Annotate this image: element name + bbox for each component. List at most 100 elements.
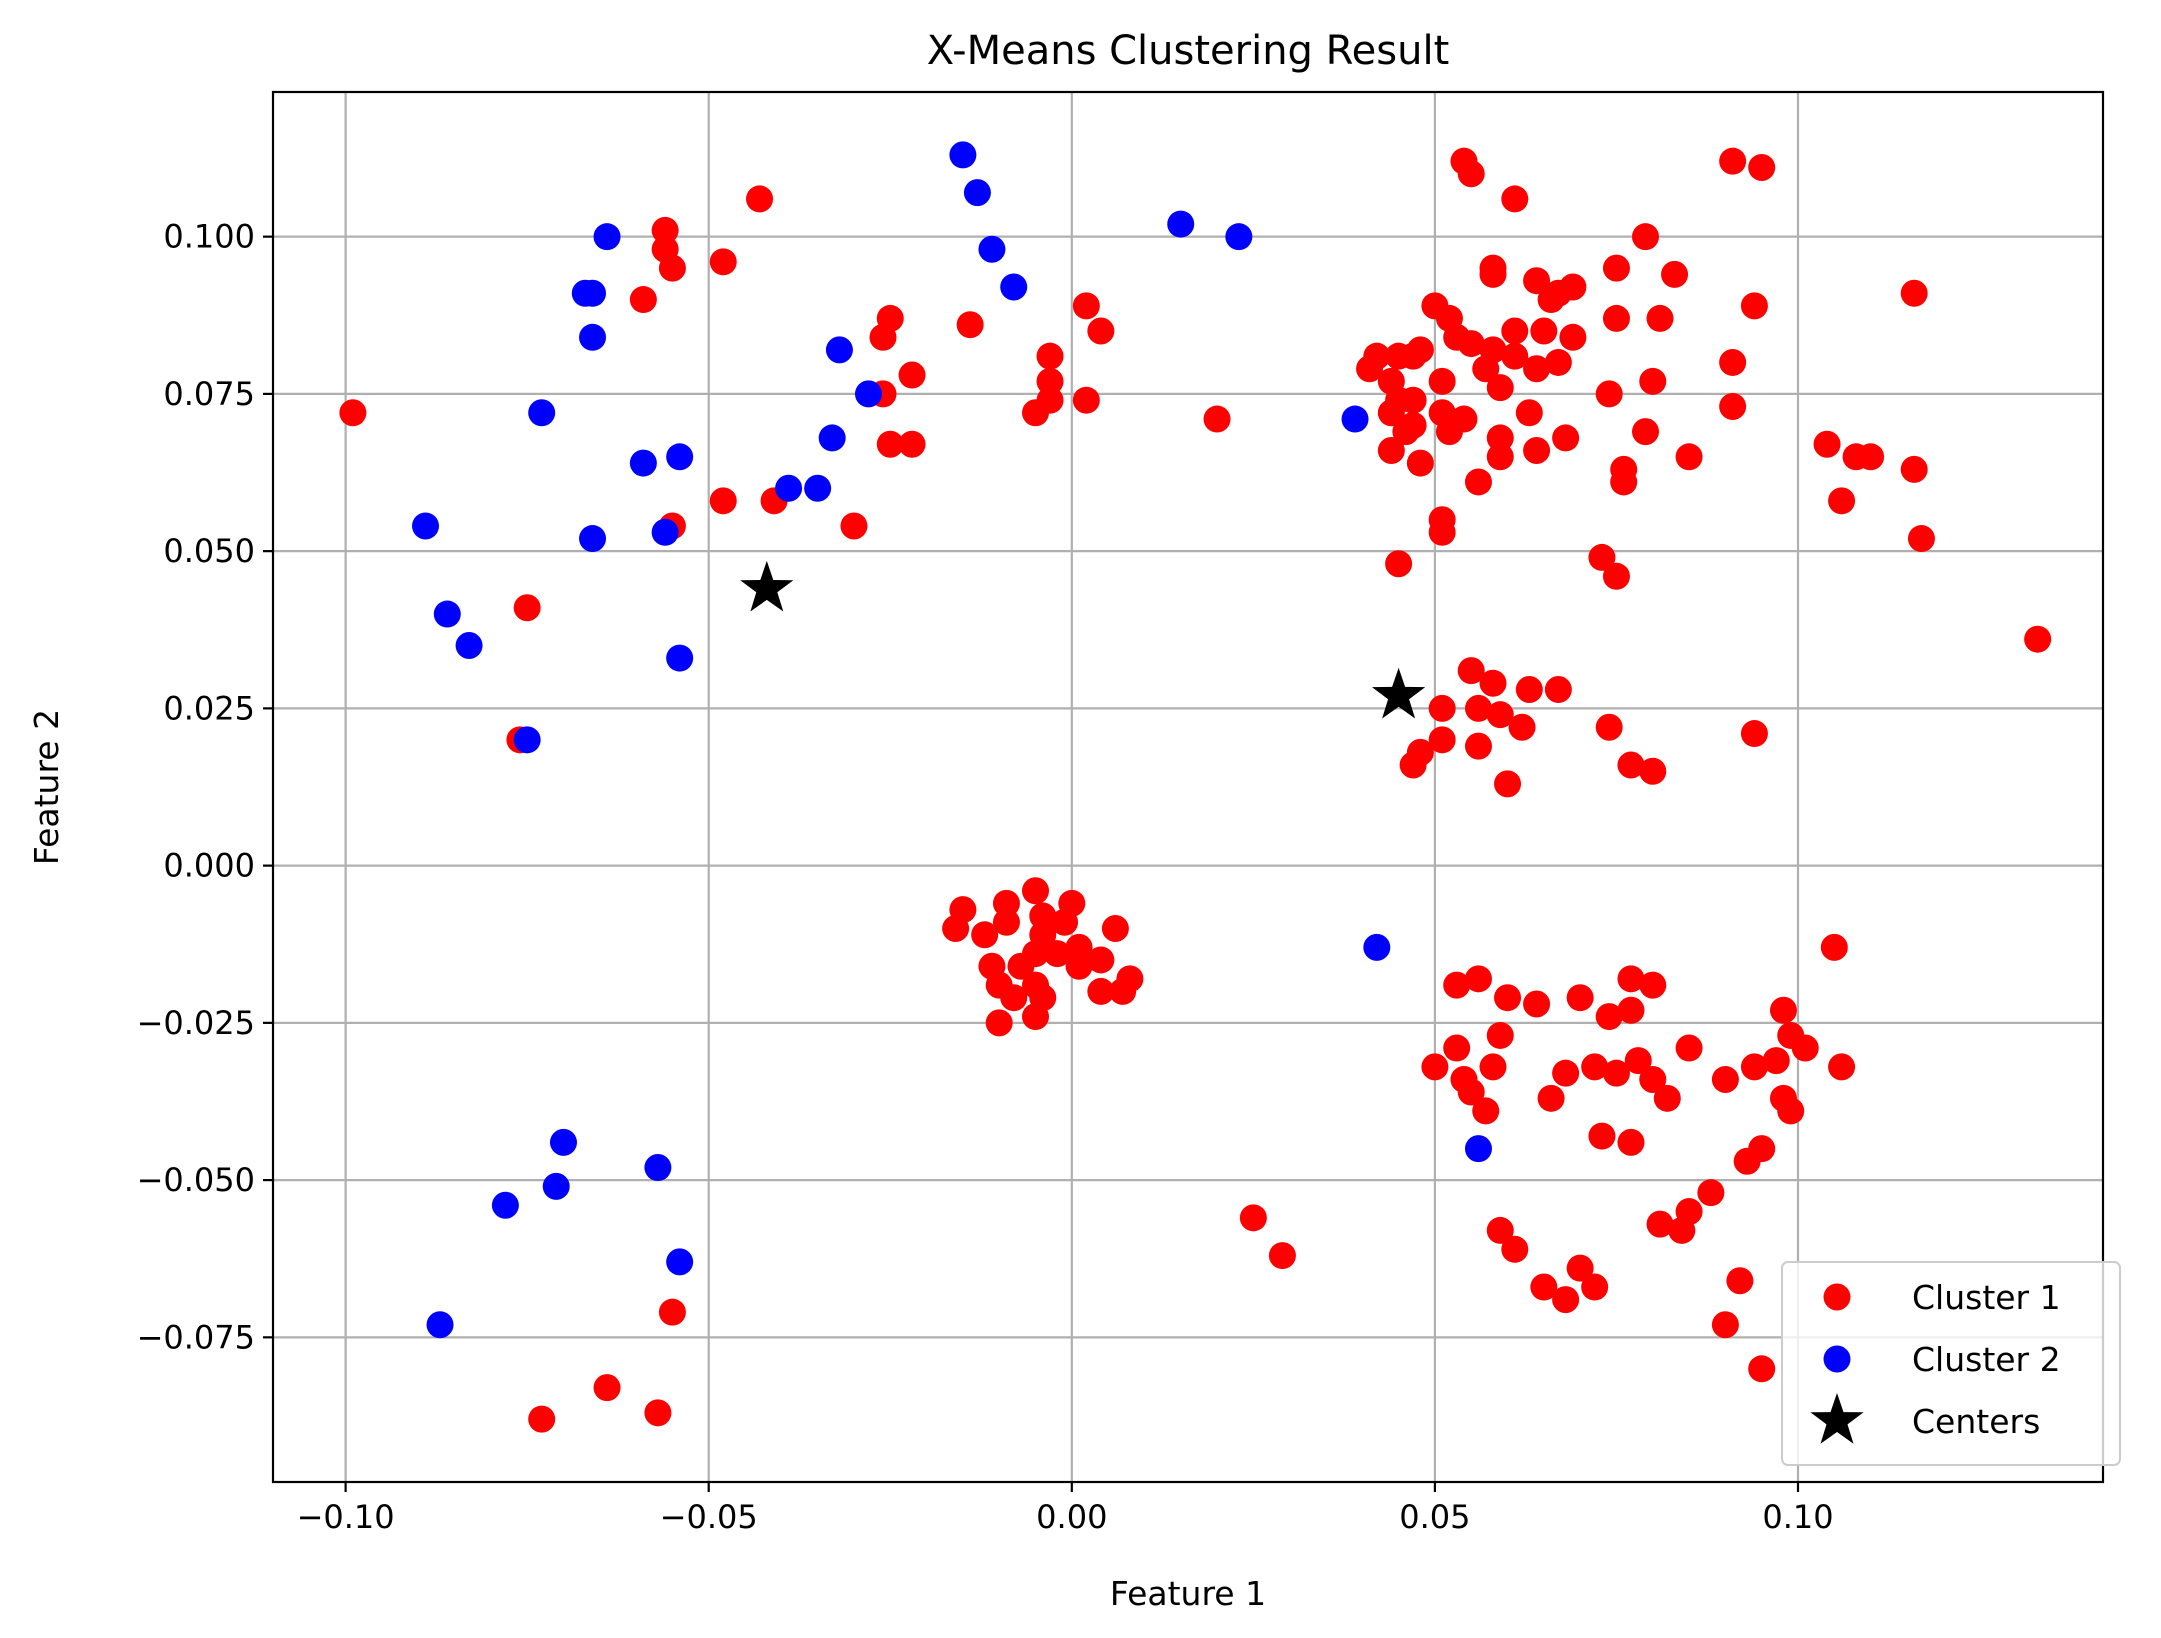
- cluster-2-point: [963, 179, 991, 207]
- cluster-1-point: [1377, 437, 1405, 465]
- cluster-1-point: [1486, 1216, 1514, 1244]
- data-points: [339, 141, 2052, 1433]
- cluster-1-point: [1748, 153, 1776, 181]
- cluster-1-point: [1087, 317, 1115, 345]
- cluster-2-point: [818, 424, 846, 452]
- cluster-1-point: [1610, 468, 1638, 496]
- cluster-1-point: [1646, 304, 1674, 332]
- x-tick-label: 0.05: [1399, 1498, 1470, 1536]
- cluster-1-point: [1617, 996, 1645, 1024]
- cluster-2-point: [455, 631, 483, 659]
- cluster-2-point: [549, 1128, 577, 1156]
- cluster-1-point: [1697, 1179, 1725, 1207]
- cluster-1-point: [1116, 965, 1144, 993]
- cluster-1-point: [1239, 1204, 1267, 1232]
- cluster-1-point: [1000, 984, 1028, 1012]
- cluster-1-point: [1726, 1267, 1754, 1295]
- cluster-2-point: [579, 279, 607, 307]
- cluster-1-point: [513, 594, 541, 622]
- cluster-1-point: [1639, 1065, 1667, 1093]
- cluster-1-point: [1639, 757, 1667, 785]
- cluster-1-point: [1268, 1242, 1296, 1270]
- legend-centers-label: Centers: [1912, 1402, 2040, 1441]
- cluster-1-point: [1544, 348, 1572, 376]
- cluster-1-point: [1523, 437, 1551, 465]
- cluster-1-point: [1399, 411, 1427, 439]
- cluster-1-point: [1719, 147, 1747, 175]
- cluster-1-point: [1769, 996, 1797, 1024]
- cluster-2-point: [651, 518, 679, 546]
- cluster-1-point: [1523, 990, 1551, 1018]
- cluster-1-point: [1203, 405, 1231, 433]
- cluster-1-point: [1406, 449, 1434, 477]
- legend: Cluster 1 Cluster 2 Centers: [1781, 1261, 2121, 1466]
- cluster-2-point: [825, 336, 853, 364]
- cluster-1-point: [1828, 1053, 1856, 1081]
- cluster-1-point: [1501, 317, 1529, 345]
- cluster-1-point: [1813, 430, 1841, 458]
- legend-centers-swatch: [1810, 1393, 1864, 1444]
- cluster-1-point: [1464, 468, 1492, 496]
- cluster-2-point: [629, 449, 657, 477]
- cluster-1-point: [1065, 933, 1093, 961]
- cluster-1-point: [709, 487, 737, 515]
- cluster-1-point: [1479, 1053, 1507, 1081]
- cluster-1-point: [992, 889, 1020, 917]
- x-tick-label: −0.05: [660, 1498, 758, 1536]
- cluster-1-point: [1719, 392, 1747, 420]
- cluster-1-point: [339, 399, 367, 427]
- cluster-2-point: [804, 474, 832, 502]
- cluster-1-point: [2024, 625, 2052, 653]
- cluster-1-point: [1559, 273, 1587, 301]
- cluster-1-point: [869, 323, 897, 351]
- x-tick-label: 0.00: [1036, 1498, 1107, 1536]
- cluster-1-point: [992, 908, 1020, 936]
- cluster-1-point: [1501, 1235, 1529, 1263]
- cluster-1-point: [1399, 751, 1427, 779]
- cluster-1-point: [1740, 1053, 1768, 1081]
- cluster-1-point: [876, 430, 904, 458]
- cluster-1-point: [1632, 418, 1659, 446]
- cluster-1-point: [1828, 487, 1856, 515]
- cluster-1-point: [1363, 342, 1391, 370]
- cluster-1-point: [1544, 676, 1572, 704]
- x-tick-label: −0.10: [297, 1498, 395, 1536]
- cluster-1-point: [1907, 525, 1935, 553]
- cluster-1-point: [985, 1009, 1013, 1037]
- cluster-1-point: [1900, 455, 1928, 483]
- cluster-1-point: [1711, 1065, 1739, 1093]
- cluster-1-point: [629, 286, 657, 314]
- cluster-1-point: [1900, 279, 1928, 307]
- y-tick-label: −0.025: [137, 1004, 255, 1042]
- cluster-1-point: [1552, 1286, 1580, 1314]
- cluster-1-point: [1523, 267, 1551, 295]
- ticks: −0.10 −0.05 0.00 0.05 0.10 −0.075 −0.050 −0.025…: [137, 218, 1834, 1536]
- cluster-2-point: [1363, 933, 1391, 961]
- cluster-2-point: [666, 443, 694, 471]
- cluster-1-point: [1406, 336, 1434, 364]
- y-tick-label: 0.050: [163, 532, 255, 570]
- legend-cluster-1-label: Cluster 1: [1912, 1278, 2061, 1317]
- cluster-1-point: [1740, 292, 1768, 320]
- cluster-2-point: [666, 1248, 694, 1276]
- cluster-1-point: [1552, 1059, 1580, 1087]
- cluster-1-point: [1733, 1147, 1761, 1175]
- cluster-1-point: [1472, 355, 1500, 383]
- cluster-1-point: [1101, 915, 1129, 943]
- cluster-1-point: [1428, 726, 1456, 754]
- cluster-2-point: [1464, 1135, 1492, 1163]
- cluster-1-point: [898, 361, 926, 389]
- cluster-2-point: [513, 726, 541, 754]
- cluster-1-point: [1719, 348, 1747, 376]
- cluster-1-point: [1791, 1034, 1819, 1062]
- cluster-2-point: [412, 512, 439, 540]
- cluster-1-point: [1675, 443, 1703, 471]
- cluster-1-point: [1530, 1273, 1558, 1301]
- cluster-1-point: [1486, 701, 1514, 729]
- cluster-1-point: [1486, 1021, 1514, 1049]
- cluster-2-point: [1000, 273, 1028, 301]
- cluster-2-point: [854, 380, 882, 408]
- cluster-1-point: [1065, 952, 1093, 980]
- cluster-1-point: [1501, 342, 1529, 370]
